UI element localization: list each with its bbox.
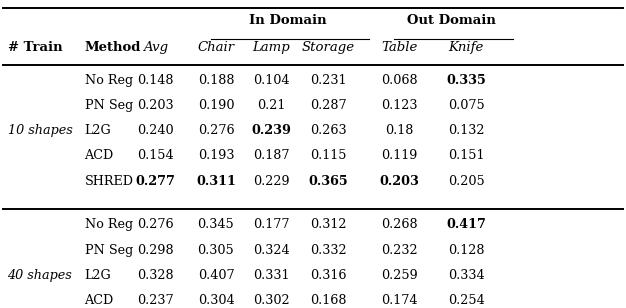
Text: 0.231: 0.231 [310,74,346,87]
Text: 0.174: 0.174 [381,294,418,307]
Text: 0.240: 0.240 [137,124,173,137]
Text: 0.254: 0.254 [448,294,485,307]
Text: 0.345: 0.345 [198,218,234,231]
Text: L2G: L2G [85,124,111,137]
Text: 0.316: 0.316 [310,269,346,282]
Text: 0.151: 0.151 [448,149,485,162]
Text: 0.324: 0.324 [253,244,289,257]
Text: 0.302: 0.302 [253,294,289,307]
Text: 0.334: 0.334 [448,269,485,282]
Text: 0.187: 0.187 [253,149,289,162]
Text: Out Domain: Out Domain [408,14,496,26]
Text: 0.239: 0.239 [251,124,291,137]
Text: SHRED: SHRED [85,175,133,188]
Text: Table: Table [381,41,418,54]
Text: PN Seg: PN Seg [85,99,133,112]
Text: Lamp: Lamp [252,41,290,54]
Text: 0.132: 0.132 [448,124,485,137]
Text: 0.154: 0.154 [137,149,173,162]
Text: 0.304: 0.304 [198,294,234,307]
Text: 0.075: 0.075 [448,99,485,112]
Text: Knife: Knife [449,41,484,54]
Text: 0.119: 0.119 [381,149,418,162]
Text: 0.148: 0.148 [137,74,173,87]
Text: 0.128: 0.128 [448,244,485,257]
Text: 0.365: 0.365 [308,175,348,188]
Text: Method: Method [85,41,141,54]
Text: 0.188: 0.188 [198,74,234,87]
Text: 0.311: 0.311 [196,175,236,188]
Text: 0.177: 0.177 [253,218,289,231]
Text: 0.335: 0.335 [446,74,486,87]
Text: 0.193: 0.193 [198,149,234,162]
Text: 0.328: 0.328 [137,269,173,282]
Text: 0.123: 0.123 [381,99,418,112]
Text: 0.237: 0.237 [137,294,173,307]
Text: 0.18: 0.18 [385,124,414,137]
Text: 0.268: 0.268 [381,218,418,231]
Text: 0.287: 0.287 [310,99,346,112]
Text: 0.068: 0.068 [381,74,418,87]
Text: 0.298: 0.298 [137,244,173,257]
Text: 0.417: 0.417 [446,218,486,231]
Text: 0.259: 0.259 [381,269,418,282]
Text: Storage: Storage [302,41,354,54]
Text: 0.331: 0.331 [253,269,289,282]
Text: ACD: ACD [85,149,114,162]
Text: 0.205: 0.205 [448,175,485,188]
Text: 0.229: 0.229 [253,175,289,188]
Text: 0.190: 0.190 [198,99,234,112]
Text: 0.203: 0.203 [137,99,173,112]
Text: 0.21: 0.21 [257,99,285,112]
Text: L2G: L2G [85,269,111,282]
Text: 0.232: 0.232 [381,244,418,257]
Text: # Train: # Train [8,41,62,54]
Text: Avg: Avg [143,41,168,54]
Text: 0.104: 0.104 [253,74,289,87]
Text: No Reg: No Reg [85,218,133,231]
Text: 0.332: 0.332 [310,244,346,257]
Text: 0.263: 0.263 [310,124,346,137]
Text: 0.168: 0.168 [310,294,346,307]
Text: 0.277: 0.277 [135,175,175,188]
Text: ACD: ACD [85,294,114,307]
Text: PN Seg: PN Seg [85,244,133,257]
Text: 0.305: 0.305 [198,244,234,257]
Text: Chair: Chair [197,41,235,54]
Text: 40 shapes: 40 shapes [8,269,72,282]
Text: 0.312: 0.312 [310,218,346,231]
Text: No Reg: No Reg [85,74,133,87]
Text: 0.276: 0.276 [137,218,173,231]
Text: 0.276: 0.276 [198,124,234,137]
Text: In Domain: In Domain [249,14,327,26]
Text: 0.115: 0.115 [310,149,346,162]
Text: 0.203: 0.203 [379,175,419,188]
Text: 0.407: 0.407 [198,269,234,282]
Text: 10 shapes: 10 shapes [8,124,72,137]
